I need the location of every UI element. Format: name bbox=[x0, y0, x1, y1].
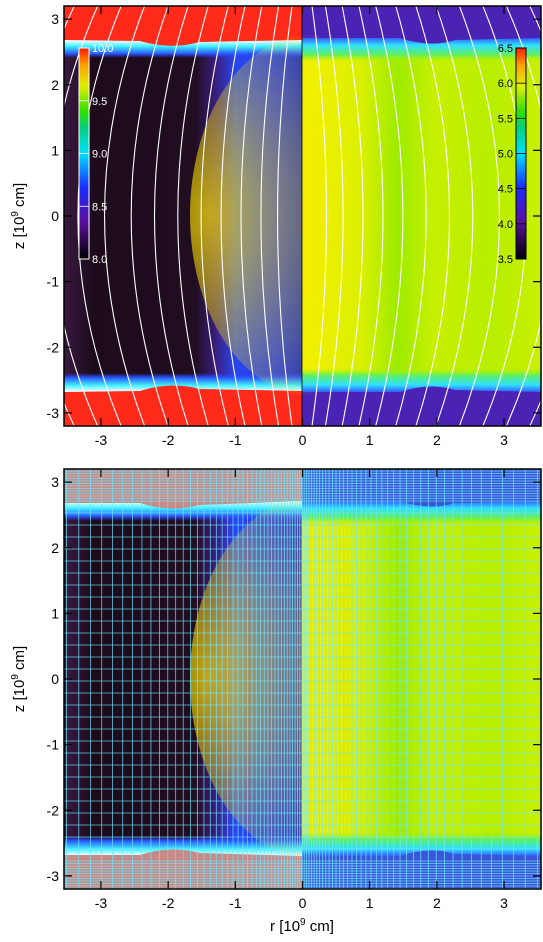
colorbar-tick-label: 3.5 bbox=[498, 254, 513, 266]
colorbar-tick-label: 4.5 bbox=[498, 184, 513, 196]
y-tick-label: -1 bbox=[47, 274, 60, 290]
bottom-y-axis-label: z [109 cm] bbox=[10, 646, 28, 712]
field-line bbox=[341, 6, 364, 426]
field-line bbox=[177, 6, 209, 426]
colorbar-tick-label: 6.5 bbox=[498, 43, 513, 55]
field-line bbox=[200, 6, 229, 426]
field-line bbox=[260, 6, 280, 426]
x-tick-label: -2 bbox=[162, 432, 175, 448]
x-tick-label: -3 bbox=[95, 895, 108, 911]
field-line bbox=[435, 6, 474, 426]
bottom-axes: -3 -2 -1 0 1 2 3 3 2 1 0 -1 -2 -3 bbox=[47, 469, 541, 911]
field-line bbox=[104, 6, 146, 426]
y-tick-label: -2 bbox=[47, 802, 60, 818]
top-right-upper-boundary-layer bbox=[302, 38, 541, 62]
field-line bbox=[458, 6, 500, 426]
y-tick-label: 1 bbox=[51, 142, 59, 158]
bottom-right-hot-core bbox=[190, 498, 430, 858]
top-left-lower-boundary-layer bbox=[64, 373, 302, 392]
x-tick-label: -3 bbox=[95, 432, 108, 448]
y-tick-label: -2 bbox=[47, 339, 60, 355]
bottom-computational-mesh bbox=[64, 469, 541, 889]
bottom-panel bbox=[64, 469, 541, 889]
colorbar-tick-label: 5.0 bbox=[498, 149, 513, 161]
top-right-lower-boundary-layer bbox=[302, 368, 541, 392]
y-tick-label: 2 bbox=[51, 540, 59, 556]
field-line bbox=[358, 6, 384, 426]
top-magnetic-field-lines bbox=[64, 6, 541, 426]
colorbar-tick-label: 6.0 bbox=[498, 78, 513, 90]
x-tick-label: 3 bbox=[500, 895, 508, 911]
top-right-hot-core bbox=[190, 35, 430, 395]
x-tick-label: 2 bbox=[433, 432, 441, 448]
y-tick-label: 0 bbox=[51, 208, 59, 224]
y-tick-label: -3 bbox=[47, 868, 60, 884]
colorbar-tick-label: 10.0 bbox=[92, 43, 113, 55]
y-tick-label: 1 bbox=[51, 605, 59, 621]
colorbar-tick-label: 9.5 bbox=[92, 96, 107, 108]
top-right-density-map bbox=[190, 6, 541, 426]
top-axes: -3 -2 -1 0 1 2 3 3 2 1 0 -1 -2 -3 bbox=[47, 6, 541, 448]
field-line bbox=[375, 6, 404, 426]
y-tick-label: 2 bbox=[51, 77, 59, 93]
x-tick-label: 3 bbox=[500, 432, 508, 448]
field-line bbox=[130, 6, 169, 426]
colorbar-tick-label: 8.0 bbox=[92, 254, 107, 266]
field-line bbox=[240, 6, 263, 426]
x-tick-label: 1 bbox=[366, 432, 374, 448]
x-tick-label: -1 bbox=[229, 432, 242, 448]
colorbar-tick-label: 8.5 bbox=[92, 201, 107, 213]
top-y-axis-label: z [109 cm] bbox=[10, 183, 28, 249]
field-line bbox=[220, 6, 246, 426]
field-line bbox=[324, 6, 344, 426]
y-tick-label: 3 bbox=[51, 11, 59, 27]
y-tick-label: 3 bbox=[51, 474, 59, 490]
colorbar-tick-label: 5.5 bbox=[498, 113, 513, 125]
top-left-colorbar: 10.0 9.5 9.0 8.5 8.0 bbox=[78, 43, 113, 266]
y-tick-label: -1 bbox=[47, 737, 60, 753]
y-tick-label: 0 bbox=[51, 671, 59, 687]
top-left-upper-boundary-layer bbox=[64, 40, 302, 58]
field-line bbox=[277, 6, 293, 426]
bottom-x-axis-label: r [109 cm] bbox=[270, 917, 334, 935]
field-line bbox=[505, 6, 541, 426]
field-line bbox=[64, 6, 99, 426]
x-tick-label: 1 bbox=[366, 895, 374, 911]
field-line bbox=[395, 6, 427, 426]
field-line bbox=[415, 6, 450, 426]
y-tick-label: -3 bbox=[47, 405, 60, 421]
x-tick-label: -1 bbox=[229, 895, 242, 911]
x-tick-label: 0 bbox=[299, 432, 307, 448]
top-panel bbox=[64, 6, 541, 426]
top-right-colorbar: 6.5 6.0 5.5 5.0 4.5 4.0 3.5 bbox=[498, 43, 527, 266]
x-tick-label: 2 bbox=[433, 895, 441, 911]
colorbar-tick-label: 4.0 bbox=[498, 219, 513, 231]
colorbar-tick-label: 9.0 bbox=[92, 149, 107, 161]
field-line bbox=[77, 6, 122, 426]
x-tick-label: -2 bbox=[162, 895, 175, 911]
x-tick-label: 0 bbox=[299, 895, 307, 911]
field-line bbox=[311, 6, 327, 426]
field-line bbox=[154, 6, 189, 426]
